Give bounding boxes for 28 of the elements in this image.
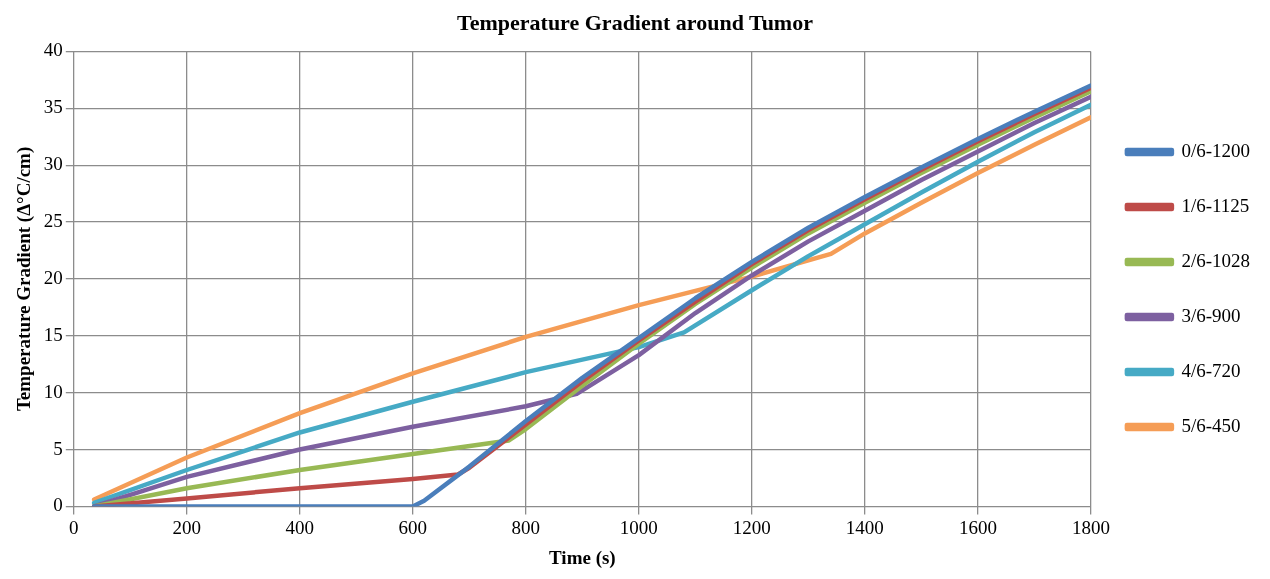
y-tick-label: 25	[43, 210, 63, 232]
x-tick-label: 200	[172, 516, 202, 538]
y-tick-label: 20	[43, 266, 63, 288]
x-tick-label: 1400	[845, 516, 884, 538]
y-tick-label: 5	[53, 437, 63, 459]
y-tick-label: 35	[43, 96, 63, 118]
x-tick-label: 800	[511, 516, 541, 538]
legend-label: 2/6-1028	[1181, 249, 1250, 271]
legend-label: 5/6-450	[1181, 414, 1241, 436]
x-tick-label: 1800	[1071, 516, 1110, 538]
legend-label: 4/6-720	[1181, 359, 1241, 381]
chart-title: Temperature Gradient around Tumor	[457, 9, 814, 35]
legend-label: 1/6-1125	[1181, 194, 1250, 216]
y-tick-label: 15	[43, 323, 63, 345]
y-tick-label: 0	[53, 494, 63, 516]
legend-label: 0/6-1200	[1181, 139, 1250, 161]
x-tick-label: 400	[285, 516, 315, 538]
x-tick-label: 1200	[732, 516, 771, 538]
x-tick-label: 600	[398, 516, 428, 538]
y-tick-label: 30	[43, 153, 63, 175]
x-tick-label: 1000	[619, 516, 658, 538]
legend-label: 3/6-900	[1181, 304, 1241, 326]
x-axis-title: Time (s)	[549, 546, 616, 569]
x-tick-label: 0	[69, 516, 79, 538]
y-tick-label: 40	[43, 39, 63, 61]
y-axis-title: Temperature Gradient (Δ°C/cm)	[13, 146, 36, 412]
y-tick-label: 10	[43, 380, 63, 402]
x-tick-label: 1600	[958, 516, 997, 538]
